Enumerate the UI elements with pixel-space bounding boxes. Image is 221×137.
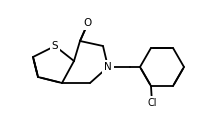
Text: Cl: Cl xyxy=(147,98,157,108)
Text: S: S xyxy=(52,41,58,51)
Text: O: O xyxy=(84,18,92,28)
Text: N: N xyxy=(104,62,112,72)
